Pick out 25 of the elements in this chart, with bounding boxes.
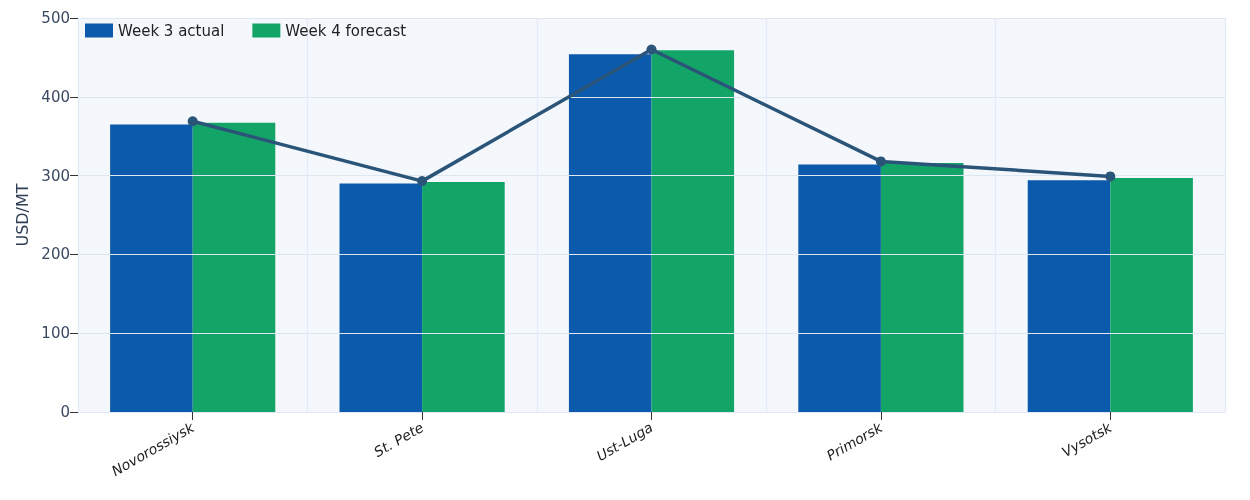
bar [339,183,423,412]
point [417,176,428,187]
legend-label: Week 4 forecast [285,21,407,40]
y-axis-title: USD/MT [12,183,32,247]
bar [422,181,505,412]
point [187,116,198,127]
legend-label: Week 3 actual [118,21,225,40]
x-tick-label: St. Pete [371,419,427,461]
y-tick-label: 0 [60,403,70,421]
bar [880,162,964,412]
point [1105,171,1116,182]
point [875,156,886,167]
bar [110,124,193,412]
bar [798,164,881,412]
bar [1027,180,1111,412]
y-tick-label: 400 [41,87,70,106]
y-tick-label: 100 [41,324,70,343]
y-tick-label: 200 [41,245,70,264]
bar [568,54,652,412]
bar [651,50,735,412]
y-tick-label: 500 [41,9,70,27]
y-tick-label: 300 [41,166,70,185]
bar [1110,177,1193,412]
point [646,44,657,55]
bar [192,122,276,412]
